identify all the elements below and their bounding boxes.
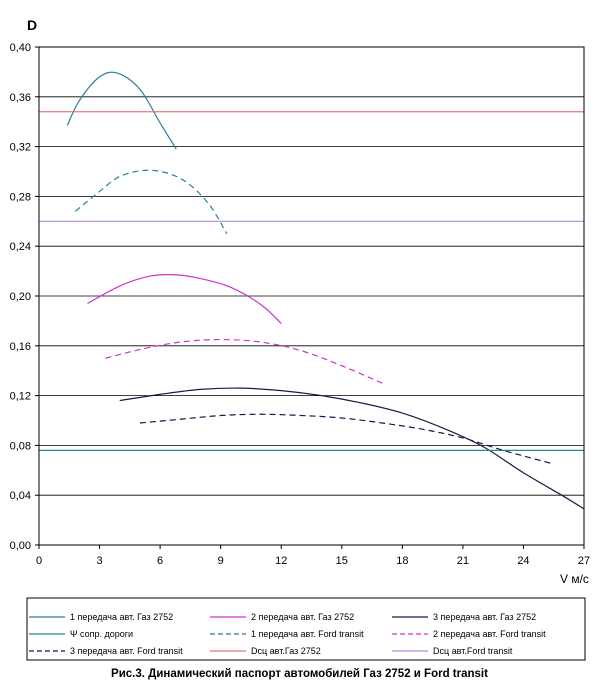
y-tick-label: 0,24 bbox=[10, 241, 31, 253]
series-line-1 bbox=[66, 71, 177, 150]
legend-label: 3 передача авт. Газ 2752 bbox=[433, 612, 536, 622]
series-lines bbox=[39, 71, 585, 510]
x-tick-label: 15 bbox=[336, 555, 348, 567]
y-tick-label: 0,00 bbox=[10, 540, 31, 552]
legend-label: 1 передача авт. Ford transit bbox=[251, 629, 364, 639]
x-tick-label: 18 bbox=[396, 555, 408, 567]
y-tick-label: 0,40 bbox=[10, 42, 31, 54]
legend-label: 2 передача авт. Ford transit bbox=[433, 629, 546, 639]
series-line-7 bbox=[139, 413, 554, 465]
x-tick-label: 24 bbox=[517, 555, 529, 567]
series-line-5 bbox=[74, 169, 228, 235]
plot-frame bbox=[38, 46, 585, 546]
y-axis-label: D bbox=[27, 17, 37, 33]
legend-label: 2 передача авт. Газ 2752 bbox=[251, 612, 354, 622]
x-tick-label: 21 bbox=[457, 555, 469, 567]
y-tick-label: 0,04 bbox=[10, 490, 31, 502]
x-tick-label: 0 bbox=[36, 555, 42, 567]
x-tick-label: 6 bbox=[157, 555, 163, 567]
y-tick-label: 0,20 bbox=[10, 291, 31, 303]
y-tick-label: 0,12 bbox=[10, 391, 31, 403]
figure-caption: Рис.3. Динамический паспорт автомобилей … bbox=[111, 668, 488, 680]
series-line-2 bbox=[87, 273, 282, 324]
y-tick-label: 0,16 bbox=[10, 341, 31, 353]
x-tick-label: 27 bbox=[578, 555, 590, 567]
grid-lines bbox=[35, 46, 585, 549]
y-tick-labels: 0,00 0,04 0,08 0,12 0,16 0,20 0,24 0,28 0,32 0,36… bbox=[10, 42, 31, 552]
legend-box bbox=[26, 597, 586, 661]
x-tick-labels: 0 3 6 9 12 15 18 21 24 27 bbox=[36, 555, 590, 567]
legend: 1 передача авт. Газ 2752 2 передача авт. … bbox=[29, 612, 546, 656]
legend-label: Dсц авт.Газ 2752 bbox=[251, 646, 321, 656]
x-axis-label: V м/с bbox=[560, 572, 589, 586]
legend-label: Ψ сопр. дороги bbox=[70, 629, 133, 639]
x-tick-label: 9 bbox=[218, 555, 224, 567]
x-tick-label: 12 bbox=[275, 555, 287, 567]
legend-label: 3 передача авт. Ford transit bbox=[70, 646, 183, 656]
y-tick-label: 0,08 bbox=[10, 440, 31, 452]
legend-label: 1 передача авт. Газ 2752 bbox=[70, 612, 173, 622]
y-tick-label: 0,28 bbox=[10, 191, 31, 203]
y-tick-label: 0,36 bbox=[10, 92, 31, 104]
series-line-3 bbox=[119, 387, 585, 510]
x-tick-label: 3 bbox=[96, 555, 102, 567]
y-tick-label: 0,32 bbox=[10, 142, 31, 154]
legend-label: Dсц авт.Ford transit bbox=[433, 646, 513, 656]
